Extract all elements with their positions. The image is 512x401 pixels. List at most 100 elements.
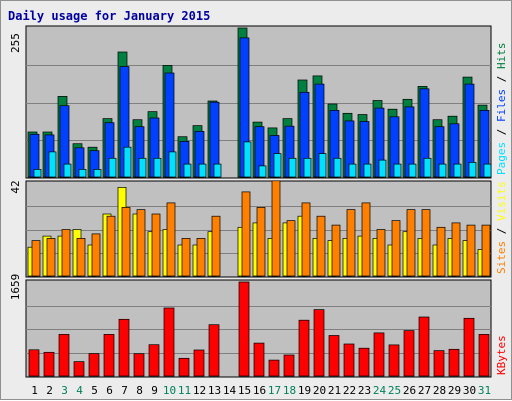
- bar-kbytes-day-8: [133, 353, 145, 377]
- legend-bottom: KBytes: [495, 335, 508, 375]
- x-tick-label-day-24: 24: [373, 384, 387, 397]
- x-tick-label-day-8: 8: [136, 384, 143, 397]
- bar-sites-day-29: [451, 222, 461, 277]
- bar-sites-day-26: [406, 209, 416, 277]
- x-tick-label-day-13: 13: [208, 384, 221, 397]
- bar-pages-day-13: [213, 163, 222, 178]
- bar-pages-day-20: [318, 153, 327, 178]
- x-tick-label-day-30: 30: [463, 384, 476, 397]
- bar-pages-day-31: [483, 163, 492, 178]
- x-tick-label-day-15: 15: [238, 384, 251, 397]
- bar-pages-day-9: [153, 157, 162, 178]
- legend-entry-hits: Hits: [495, 43, 508, 70]
- x-tick-label-day-17: 17: [268, 384, 281, 397]
- bar-kbytes-day-4: [73, 361, 85, 377]
- x-tick-label-day-2: 2: [46, 384, 53, 397]
- bar-kbytes-day-27: [418, 316, 430, 377]
- bar-sites-day-4: [76, 238, 86, 277]
- bar-sites-day-9: [151, 213, 161, 277]
- x-tick-label-day-22: 22: [343, 384, 356, 397]
- bar-pages-day-22: [348, 163, 357, 178]
- x-tick-label-day-23: 23: [358, 384, 371, 397]
- bar-pages-day-12: [198, 163, 207, 178]
- bar-pages-day-6: [108, 157, 117, 178]
- legend-separator: /: [495, 122, 508, 142]
- bar-pages-day-4: [78, 169, 87, 178]
- bar-kbytes-day-31: [478, 334, 490, 377]
- bar-sites-day-17: [271, 180, 281, 277]
- bar-kbytes-day-10: [163, 307, 175, 377]
- bar-sites-day-27: [421, 209, 431, 277]
- bar-sites-day-11: [181, 238, 191, 277]
- bar-sites-day-7: [121, 207, 131, 277]
- bar-sites-day-21: [331, 224, 341, 277]
- x-tick-label-day-1: 1: [31, 384, 38, 397]
- bar-sites-day-1: [31, 240, 41, 277]
- bar-sites-day-23: [361, 202, 371, 277]
- bar-pages-day-23: [363, 163, 372, 178]
- bar-pages-day-8: [138, 157, 147, 178]
- bar-sites-day-12: [196, 238, 206, 277]
- bar-sites-day-19: [301, 202, 311, 277]
- bar-sites-day-31: [481, 224, 491, 277]
- legend-entry-sites: Sites: [495, 241, 508, 274]
- x-tick-label-day-20: 20: [313, 384, 326, 397]
- x-tick-label-day-31: 31: [478, 384, 491, 397]
- bar-kbytes-day-7: [118, 318, 130, 377]
- bar-sites-day-16: [256, 207, 266, 277]
- bar-kbytes-day-25: [388, 344, 400, 377]
- max-label-middle: 42: [9, 180, 22, 193]
- bar-kbytes-day-21: [328, 335, 340, 377]
- bar-pages-day-2: [48, 151, 57, 178]
- bar-pages-day-28: [438, 163, 447, 178]
- x-tick-label-day-28: 28: [433, 384, 446, 397]
- x-tick-label-day-16: 16: [253, 384, 266, 397]
- bar-kbytes-day-1: [28, 349, 40, 377]
- bar-kbytes-day-22: [343, 343, 355, 377]
- bar-kbytes-day-15: [238, 281, 250, 377]
- legend-middle: Sites / Visits: [495, 181, 508, 274]
- bar-pages-day-5: [93, 169, 102, 178]
- bar-kbytes-day-19: [298, 319, 310, 377]
- bar-kbytes-day-23: [358, 347, 370, 377]
- x-tick-label-day-21: 21: [328, 384, 341, 397]
- bar-sites-day-6: [106, 215, 116, 277]
- bar-sites-day-5: [91, 233, 101, 277]
- x-tick-label-day-25: 25: [388, 384, 401, 397]
- x-tick-label-day-14: 14: [223, 384, 237, 397]
- x-tick-label-day-27: 27: [418, 384, 431, 397]
- bar-kbytes-day-13: [208, 324, 220, 377]
- legend-entry-pages: Pages: [495, 142, 508, 175]
- max-label-top: 255: [9, 33, 22, 53]
- bar-sites-day-10: [166, 202, 176, 277]
- bar-kbytes-day-24: [373, 332, 385, 377]
- bar-pages-day-15: [243, 141, 252, 178]
- bar-pages-day-7: [123, 146, 132, 178]
- bar-sites-day-18: [286, 220, 296, 277]
- bar-kbytes-day-5: [88, 353, 100, 377]
- bar-sites-day-25: [391, 220, 401, 277]
- bar-kbytes-day-26: [403, 330, 415, 377]
- x-tick-label-day-18: 18: [283, 384, 296, 397]
- bar-kbytes-day-9: [148, 344, 160, 377]
- x-tick-label-day-4: 4: [76, 384, 83, 397]
- bar-sites-day-8: [136, 209, 146, 277]
- bar-kbytes-day-30: [463, 317, 475, 377]
- bar-kbytes-day-12: [193, 349, 205, 377]
- bar-pages-day-18: [288, 157, 297, 178]
- legend-separator: /: [495, 69, 508, 89]
- x-tick-label-day-26: 26: [403, 384, 416, 397]
- legend-entry-kbytes: KBytes: [495, 335, 508, 375]
- bar-pages-day-30: [468, 162, 477, 178]
- legend-entry-files: Files: [495, 89, 508, 122]
- bar-kbytes-day-6: [103, 334, 115, 377]
- bar-pages-day-21: [333, 157, 342, 178]
- bar-sites-day-13: [211, 215, 221, 277]
- bar-kbytes-day-28: [433, 350, 445, 377]
- bar-kbytes-day-3: [58, 334, 70, 377]
- x-tick-label-day-11: 11: [178, 384, 191, 397]
- bar-kbytes-day-2: [43, 351, 55, 377]
- legend-top: Pages / Files / Hits: [495, 43, 508, 176]
- bar-sites-day-28: [436, 226, 446, 277]
